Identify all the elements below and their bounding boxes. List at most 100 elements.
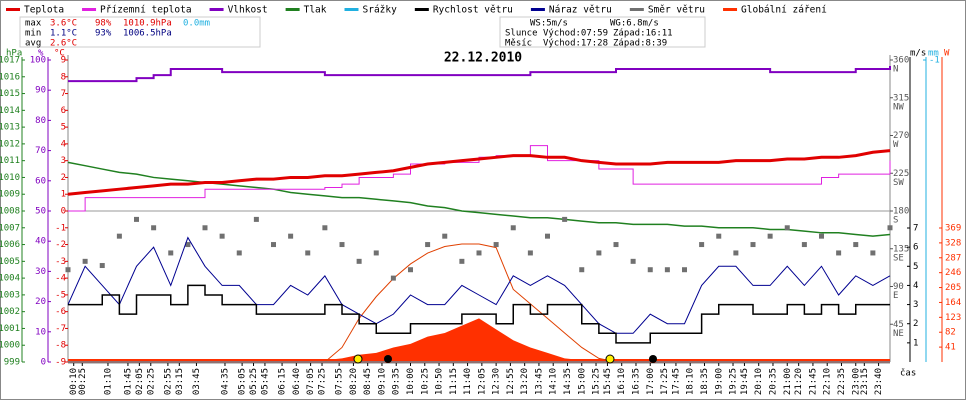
legend-swatch <box>414 8 429 11</box>
y-tick-label: 41 <box>945 343 956 353</box>
y-tick-label: 100 <box>30 56 46 66</box>
wind-direction-point <box>373 250 379 256</box>
x-tick-label: 21:00 <box>783 368 793 395</box>
x-tick-label: 08:45 <box>363 368 373 395</box>
y-tick-label: 135 <box>893 244 909 254</box>
compass-label: NE <box>893 329 904 339</box>
wind-direction-point <box>647 267 653 273</box>
legend-label: Vlhkost <box>228 5 268 16</box>
legend-swatch <box>6 8 20 11</box>
compass-label: W <box>893 140 899 150</box>
y-tick-label: 80 <box>35 116 46 126</box>
radiation-area <box>68 318 890 362</box>
x-tick-label: 14:35 <box>563 368 573 395</box>
chart-title: 22.12.2010 <box>444 51 522 66</box>
y-tick-label: -6 <box>55 307 66 317</box>
legend-label: Tlak <box>304 5 327 16</box>
y-tick-label: 4 <box>913 281 918 291</box>
compass-label: SE <box>893 253 904 263</box>
wind-direction-point <box>836 250 842 256</box>
unit-mm: mm <box>928 49 939 59</box>
y-tick-label: 1005 <box>0 257 20 267</box>
y-tick-label: 1007 <box>0 223 20 233</box>
y-tick-label: 246 <box>945 268 961 278</box>
y-tick-label: 225 <box>893 169 909 179</box>
wind-direction-point <box>339 242 345 248</box>
wind-direction-point <box>579 267 585 273</box>
x-tick-label: 02:05 <box>135 368 145 395</box>
x-tick-label: 07:55 <box>335 368 345 395</box>
wind-direction-point <box>288 233 294 239</box>
x-tick-label: 19:45 <box>740 368 750 395</box>
legend-swatch <box>344 8 359 11</box>
moon-marker <box>649 355 657 363</box>
info: Západ:16:11 <box>613 29 673 39</box>
x-tick-label: 21:20 <box>794 368 804 395</box>
series-line <box>68 284 890 344</box>
y-tick-label: 1017 <box>0 56 20 66</box>
y-tick-label: 60 <box>35 176 46 186</box>
y-tick-label: 1011 <box>0 156 20 166</box>
y-tick-label: -3 <box>55 257 66 267</box>
wind-direction-point <box>82 258 88 264</box>
y-tick-label: 7 <box>913 224 918 234</box>
wind-direction-point <box>819 233 824 239</box>
wind-direction-point <box>459 258 465 264</box>
stat: 1010.9hPa <box>123 19 172 29</box>
x-tick-label: 11:15 <box>449 368 459 395</box>
stat: 1.1°C <box>50 29 77 39</box>
wind-direction-point <box>545 233 550 239</box>
x-tick-label: 02:55 <box>163 368 173 395</box>
legend-swatch <box>285 8 300 11</box>
y-tick-label: 1010 <box>0 173 20 183</box>
x-tick-label: 03:15 <box>175 368 185 395</box>
sun-marker <box>353 354 363 364</box>
wind-direction-point <box>151 225 157 231</box>
x-tick-label: 02:25 <box>146 368 156 395</box>
x-tick-label: 19:00 <box>714 368 724 395</box>
wind-direction-point <box>408 267 413 273</box>
x-tick-label: 07:05 <box>306 368 316 395</box>
y-tick-label: 1001 <box>0 324 20 334</box>
x-tick-label: 13:45 <box>534 368 544 395</box>
y-tick-label: 1000 <box>0 341 20 351</box>
x-tick-label: 19:25 <box>729 368 739 395</box>
x-tick-label: 03:45 <box>192 368 202 395</box>
y-tick-label: 1002 <box>0 307 20 317</box>
y-tick-label: 0 <box>41 358 46 368</box>
compass-label: E <box>893 291 898 301</box>
x-axis-label: čas <box>900 368 916 379</box>
y-tick-label: 5 <box>61 123 66 133</box>
info: WS:5m/s <box>530 19 568 29</box>
y-tick-label: 1004 <box>0 274 20 284</box>
x-tick-label: 05:25 <box>249 368 259 395</box>
wind-direction-point <box>630 258 636 264</box>
wind-direction-point <box>527 250 533 256</box>
y-tick-label: 3 <box>913 300 918 310</box>
y-tick-label: 287 <box>945 253 961 263</box>
stat: 3.6°C <box>50 19 77 29</box>
y-tick-label: 8 <box>61 72 66 82</box>
x-tick-label: 13:20 <box>520 368 530 395</box>
info-box <box>499 16 706 48</box>
wind-direction-point <box>716 233 722 239</box>
wind-direction-point <box>442 233 448 239</box>
x-tick-label: 12:05 <box>477 368 487 395</box>
y-tick-label: 20 <box>35 297 46 307</box>
stat: 1006.5hPa <box>123 29 172 39</box>
y-tick-label: 30 <box>35 267 46 277</box>
y-tick-label: 999 <box>4 358 20 368</box>
unit-pct: % <box>38 49 44 59</box>
compass-label: NW <box>893 102 904 112</box>
stat: 0.0mm <box>183 19 210 29</box>
wind-direction-point <box>116 233 122 239</box>
stat: 2.6°C <box>50 39 77 49</box>
y-tick-label: 40 <box>35 237 46 247</box>
unit-ms: m/s <box>910 49 926 59</box>
x-tick-label: 10:50 <box>435 368 445 395</box>
wind-direction-point <box>750 242 756 248</box>
y-tick-label: 369 <box>945 224 961 234</box>
y-tick-label: 1014 <box>0 106 20 116</box>
y-tick-label: -5 <box>55 290 66 300</box>
series-line <box>67 149 891 196</box>
